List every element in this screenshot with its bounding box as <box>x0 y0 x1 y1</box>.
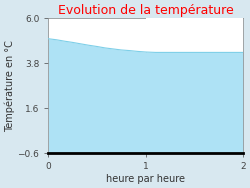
X-axis label: heure par heure: heure par heure <box>106 174 185 184</box>
Title: Evolution de la température: Evolution de la température <box>58 4 234 17</box>
Y-axis label: Température en °C: Température en °C <box>4 40 15 132</box>
